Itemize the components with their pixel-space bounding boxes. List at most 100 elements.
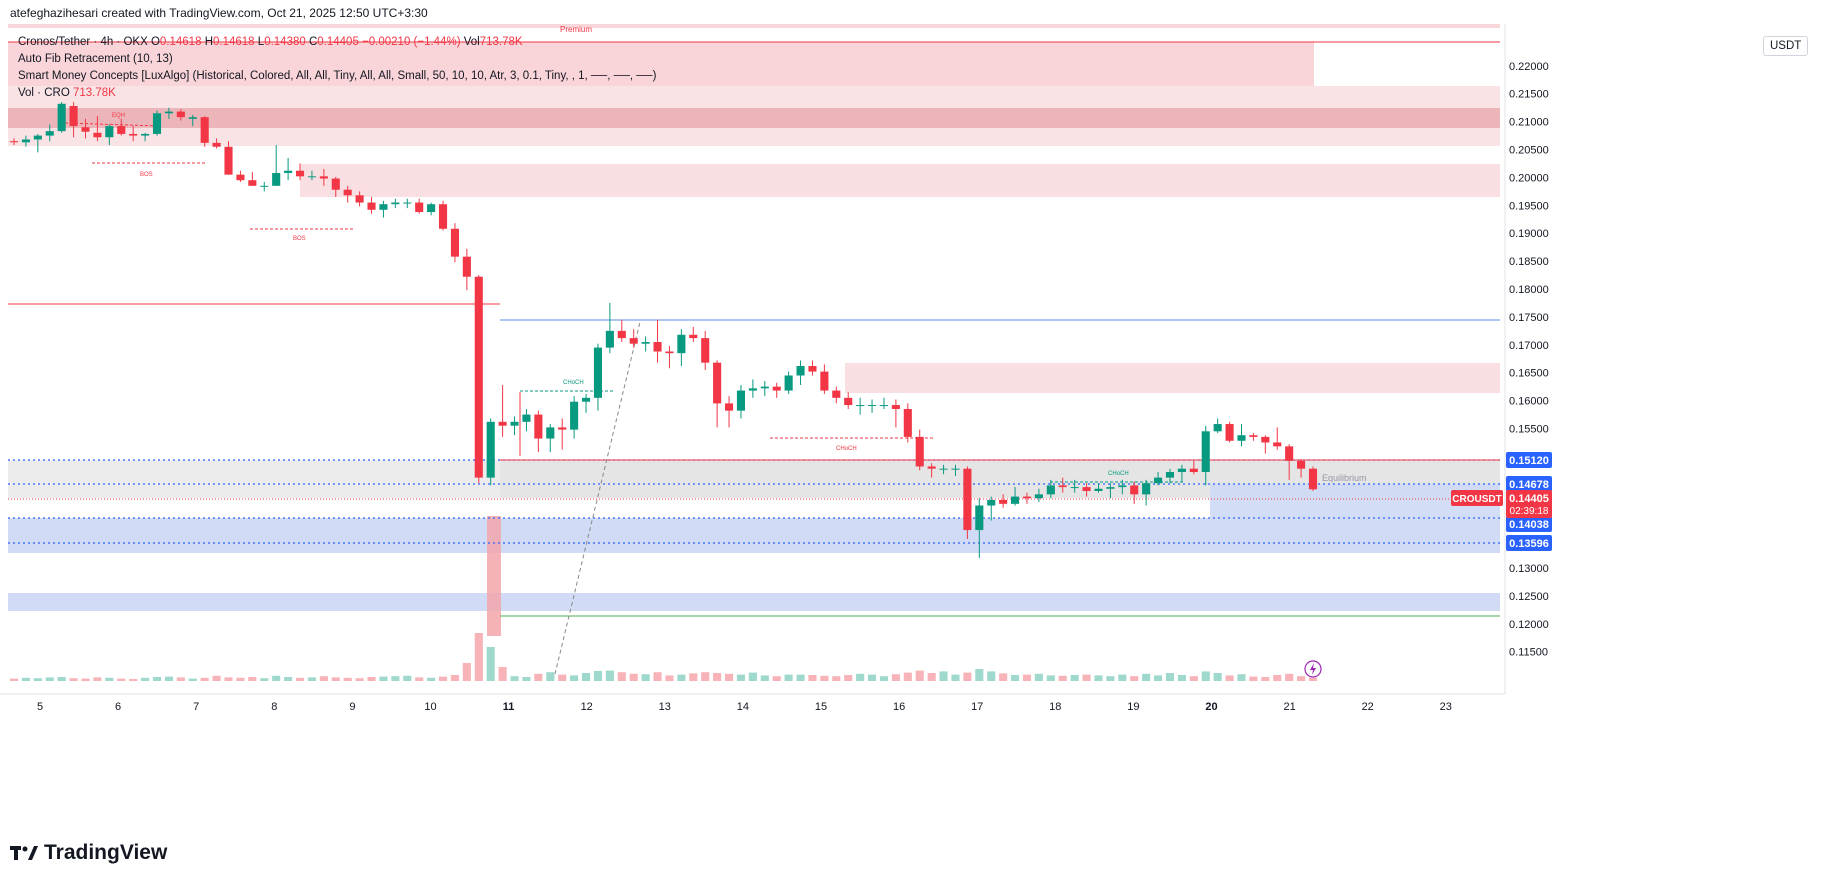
tradingview-logo[interactable]: TradingView [10,841,167,865]
x-tick-label: 9 [349,701,355,713]
bos-label-1: BOS [140,172,153,178]
candle-body [713,362,722,404]
candle-body [1046,485,1055,495]
bos-label-2: BOS [293,236,306,242]
candle-body [69,106,78,127]
volume-bar [760,675,769,681]
volume-bar [331,677,340,681]
volume-bar [1273,675,1282,681]
volume-bar [975,669,984,681]
candle-body [701,338,710,363]
volume-bar [1285,673,1294,681]
volume-bar [272,675,281,681]
candle-body [546,427,555,439]
x-tick-label: 14 [737,701,749,713]
candle-body [1177,468,1186,473]
y-tick-label: 0.19000 [1509,228,1549,240]
candle-body [1058,485,1067,488]
volume-bar [665,675,674,681]
price-tag-fib-low-1-bg [1506,516,1552,532]
volume-bar [534,673,543,681]
legend-change: −0.00210 (−1.44%) [362,36,461,48]
volume-bar [856,673,865,681]
volume-bar [927,673,936,681]
x-tick-label: 16 [893,701,905,713]
x-tick-label: 23 [1440,701,1452,713]
candle-body [486,421,495,478]
premium-zone-band [8,42,1314,86]
legend-vol-label: Vol [463,36,480,48]
volume-bar [1308,677,1318,681]
candle-body [141,133,150,136]
candle-body [1189,468,1198,473]
premium-label: Premium [560,25,592,34]
volume-bar [891,674,900,681]
volume-bar [260,678,269,681]
candle-body [1261,436,1270,443]
candle-body [820,371,829,391]
volume-bar [1261,677,1270,681]
candle-body [510,421,519,426]
volume-bar [677,674,686,681]
volume-bar [999,673,1008,681]
volume-bar [641,674,650,681]
price-tag-fib-high[interactable]: 0.15120 [1509,455,1549,467]
volume-bar [808,675,817,681]
candle-body [438,204,448,229]
legend-vol: 713.78K [479,36,523,48]
x-tick-label: 8 [271,701,277,713]
volume-bar [438,676,448,681]
volume-bar [617,672,626,681]
candle-body [200,117,209,143]
x-tick-label: 5 [37,701,43,713]
y-tick-label: 0.17500 [1509,312,1549,324]
volume-bar [772,676,781,681]
volume-bar [69,678,78,681]
volume-bar [939,671,948,681]
candle-body [164,111,173,114]
legend-indicator-smc[interactable]: Smart Money Concepts [LuxAlgo] (Historic… [18,70,657,82]
candle-body [57,103,66,132]
candle-body [987,499,996,506]
candle-body [415,202,424,213]
price-tag-fib-low-2[interactable]: 0.13596 [1509,538,1549,550]
legend-symbol[interactable]: Cronos/Tether · 4h · OKX [18,36,148,48]
volume-bar [570,675,579,681]
candle-body [248,180,257,186]
volume-bar [81,678,90,681]
legend-vol-indicator-value: 713.78K [72,87,116,99]
volume-bar [796,674,805,681]
candle-body [570,401,579,430]
price-tag-fib-low-1[interactable]: 0.14038 [1509,519,1549,531]
demand-block-lower [8,593,1500,611]
volume-bar [284,677,293,681]
candle-body [1022,496,1032,499]
candle-body [355,195,364,203]
candle-body [93,132,102,138]
price-tag-equilibrium[interactable]: 0.14678 [1509,479,1549,491]
legend-indicator-fib[interactable]: Auto Fib Retracement (10, 13) [18,53,173,65]
choch-label-1: CHoCH [563,380,584,386]
x-tick-label: 18 [1049,701,1061,713]
candle-body [963,468,972,531]
choch-label-2: CHoCH [836,446,857,452]
legend-indicator-vol[interactable]: Vol · CRO 713.78K [18,85,656,102]
y-tick-label: 0.12500 [1509,591,1549,603]
currency-selector[interactable]: USDT [1763,36,1809,56]
chart-area[interactable]: Premium Equilibrium EQH BOS BOS CHoCH CHoCH CHo… [0,24,1835,824]
candle-body [1118,485,1127,488]
volume-bar [1154,675,1163,681]
volume-bar [1106,676,1115,681]
candlestick-chart[interactable]: Premium Equilibrium EQH BOS BOS CHoCH CHoCH CHo… [0,24,1835,824]
volume-bar [176,677,185,681]
x-tick-label: 6 [115,701,121,713]
volume-bar [319,676,328,681]
candle-body [307,176,316,178]
volume-bar [510,676,519,681]
volume-bar [1201,671,1210,681]
candle-body [295,170,305,177]
premium-zone-top [8,24,1500,28]
y-tick-label: 0.17000 [1509,340,1549,352]
volume-bar [427,677,436,681]
volume-bar [450,675,459,681]
